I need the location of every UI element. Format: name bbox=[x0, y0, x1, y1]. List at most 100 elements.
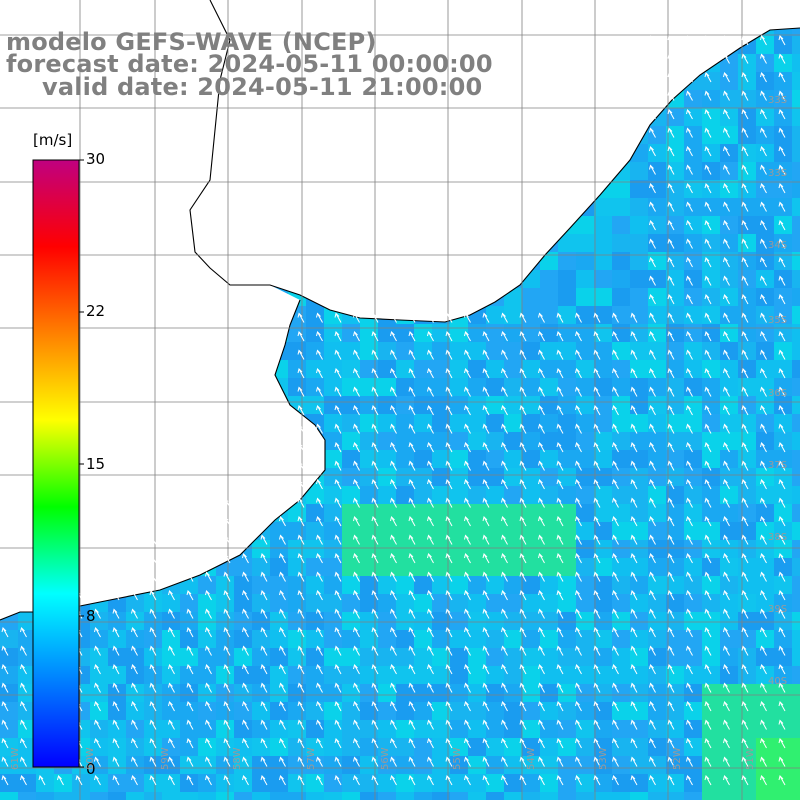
wind-cell bbox=[630, 306, 648, 324]
wind-cell bbox=[144, 594, 162, 612]
wind-cell bbox=[738, 450, 756, 468]
wind-cell bbox=[774, 450, 792, 468]
wind-cell bbox=[684, 792, 702, 800]
wind-arrow bbox=[482, 627, 490, 638]
wind-cell bbox=[666, 450, 684, 468]
wind-arrow bbox=[575, 775, 582, 786]
wind-cell bbox=[702, 324, 720, 342]
wind-cell bbox=[378, 324, 396, 342]
wind-cell bbox=[216, 720, 234, 738]
wind-arrow bbox=[778, 275, 786, 286]
wind-arrow bbox=[334, 775, 342, 786]
wind-arrow bbox=[649, 719, 656, 730]
wind-arrow bbox=[630, 627, 638, 638]
wind-cell bbox=[630, 162, 648, 180]
wind-cell bbox=[486, 666, 504, 684]
wind-arrow bbox=[464, 590, 471, 601]
wind-arrow bbox=[723, 331, 730, 342]
wind-cell bbox=[180, 684, 198, 702]
wind-cell bbox=[486, 648, 504, 666]
wind-cell bbox=[738, 144, 756, 162]
wind-arrow bbox=[741, 53, 749, 64]
wind-arrow bbox=[686, 35, 693, 46]
wind-arrow bbox=[242, 664, 249, 675]
wind-cell bbox=[792, 522, 800, 540]
wind-arrow bbox=[316, 405, 323, 416]
wind-cell bbox=[702, 648, 720, 666]
wind-cell bbox=[738, 684, 756, 702]
wind-arrow bbox=[353, 349, 360, 360]
wind-arrow bbox=[408, 571, 416, 582]
wind-cell bbox=[504, 684, 522, 702]
wind-cell bbox=[630, 468, 648, 486]
wind-arrow bbox=[741, 534, 749, 545]
longitude-label: 57W bbox=[306, 747, 317, 770]
wind-arrow bbox=[427, 368, 434, 379]
wind-cell bbox=[666, 684, 684, 702]
wind-arrow bbox=[630, 386, 638, 397]
wind-arrow bbox=[279, 590, 286, 601]
wind-arrow bbox=[575, 497, 582, 508]
wind-cell bbox=[90, 702, 108, 720]
wind-cell bbox=[468, 612, 486, 630]
wind-arrow bbox=[112, 590, 120, 601]
wind-cell bbox=[774, 576, 792, 594]
wind-cell bbox=[612, 504, 630, 522]
wind-cell bbox=[522, 630, 540, 648]
wind-cell bbox=[468, 450, 486, 468]
wind-cell bbox=[540, 342, 558, 360]
wind-arrow bbox=[723, 664, 730, 675]
wind-cell bbox=[702, 198, 720, 216]
wind-cell bbox=[162, 684, 180, 702]
wind-cell bbox=[558, 450, 576, 468]
wind-arrow bbox=[667, 405, 675, 416]
wind-arrow bbox=[704, 664, 712, 675]
wind-arrow bbox=[149, 756, 157, 767]
wind-cell bbox=[594, 216, 612, 234]
wind-cell bbox=[504, 360, 522, 378]
wind-cell bbox=[648, 576, 666, 594]
wind-arrow bbox=[741, 701, 749, 712]
wind-cell bbox=[144, 774, 162, 792]
wind-cell bbox=[450, 396, 468, 414]
wind-cell bbox=[792, 180, 800, 198]
wind-cell bbox=[630, 666, 648, 684]
wind-arrow bbox=[649, 201, 656, 212]
wind-cell bbox=[486, 360, 504, 378]
wind-arrow bbox=[612, 719, 619, 730]
wind-arrow bbox=[353, 442, 360, 453]
wind-arrow bbox=[371, 405, 379, 416]
wind-arrow bbox=[778, 608, 786, 619]
wind-arrow bbox=[538, 590, 545, 601]
wind-cell bbox=[612, 486, 630, 504]
wind-cell bbox=[666, 432, 684, 450]
wind-cell bbox=[756, 468, 774, 486]
wind-arrow bbox=[445, 423, 453, 434]
wind-cell bbox=[612, 576, 630, 594]
wind-arrow bbox=[242, 645, 249, 656]
wind-cell bbox=[522, 540, 540, 558]
wind-arrow bbox=[501, 738, 508, 749]
wind-arrow bbox=[612, 479, 619, 490]
wind-arrow bbox=[667, 516, 675, 527]
wind-cell bbox=[576, 270, 594, 288]
wind-cell bbox=[0, 630, 18, 648]
wind-cell bbox=[666, 504, 684, 522]
wind-arrow bbox=[778, 571, 786, 582]
wind-arrow bbox=[205, 553, 212, 564]
wind-cell bbox=[216, 792, 234, 800]
wind-arrow bbox=[279, 719, 286, 730]
land-argentina bbox=[0, 0, 325, 620]
wind-arrow bbox=[334, 516, 342, 527]
wind-cell bbox=[774, 612, 792, 630]
wind-arrow bbox=[223, 738, 231, 749]
wind-arrow bbox=[334, 664, 342, 675]
wind-cell bbox=[540, 540, 558, 558]
wind-cell bbox=[720, 576, 738, 594]
wind-cell bbox=[180, 630, 198, 648]
wind-arrow bbox=[297, 775, 305, 786]
wind-cell bbox=[612, 198, 630, 216]
wind-cell bbox=[378, 738, 396, 756]
wind-cell bbox=[648, 666, 666, 684]
wind-arrow bbox=[112, 608, 120, 619]
